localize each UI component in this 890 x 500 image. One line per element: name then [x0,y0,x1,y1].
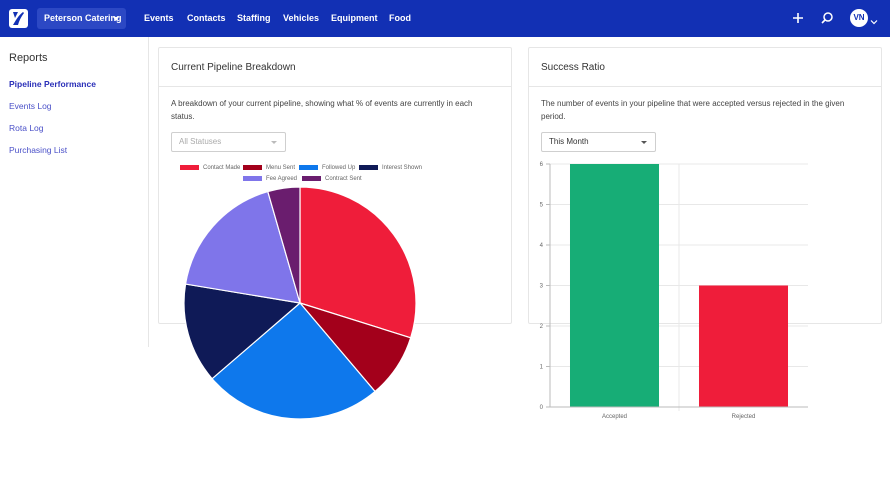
legend-item-fee-agreed[interactable]: Fee Agreed [243,176,297,184]
legend-item-contact-made[interactable]: Contact Made [180,165,240,173]
success-ratio-card-header: Success Ratio [529,48,881,87]
pie-slice-contract-sent[interactable] [267,186,301,304]
success-ratio-card-description: The number of events in your pipeline th… [541,99,845,121]
search-icon[interactable] [820,11,834,25]
y-tick-label: 4 [540,243,544,249]
plus-icon[interactable] [791,11,805,25]
company-name: Peterson Catering [44,13,122,23]
legend-swatch [302,176,321,181]
sidebar: Reports Pipeline Performance Events Log … [0,37,149,347]
legend-swatch [359,165,378,170]
legend-label: Interest Shown [382,165,423,171]
legend-swatch [243,165,262,170]
y-tick-label: 2 [540,324,544,330]
pipeline-card-description: A breakdown of your current pipeline, sh… [171,99,473,121]
company-switcher[interactable]: Peterson Catering [37,8,126,29]
status-filter-select[interactable]: All Statuses [171,132,286,152]
nav-vehicles[interactable]: Vehicles [283,13,320,23]
pipeline-card-title: Current Pipeline Breakdown [171,62,296,73]
y-tick-label: 1 [540,365,544,371]
sidebar-item-rota-log[interactable]: Rota Log [9,123,44,133]
pie-slice-interest-shown[interactable] [183,283,302,380]
legend-item-interest-shown[interactable]: Interest Shown [359,165,422,173]
y-tick-label: 0 [540,405,544,411]
y-tick-label: 6 [540,162,544,168]
bar-accepted[interactable] [569,164,660,407]
pie-slice-contact-made[interactable] [299,186,417,339]
x-tick-label: Rejected [732,414,756,420]
pipeline-card-header: Current Pipeline Breakdown [159,48,511,87]
legend-label: Contract Sent [325,176,362,182]
caret-down-icon [113,17,119,21]
sidebar-item-purchasing-list[interactable]: Purchasing List [9,145,68,155]
caret-down-icon [641,141,647,144]
legend-label: Contact Made [203,165,241,171]
success-ratio-bar-chart: 0 1 2 3 4 5 6 Accepted Rejected [540,162,808,420]
nav-contacts[interactable]: Contacts [187,13,226,23]
nav-equipment[interactable]: Equipment [331,13,378,23]
chevron-down-icon[interactable] [870,13,878,25]
legend-label: Fee Agreed [266,176,298,182]
nav-events[interactable]: Events [144,13,174,23]
y-tick-label: 3 [540,284,544,290]
avatar[interactable]: VN [850,9,868,27]
success-ratio-card-title: Success Ratio [541,62,605,73]
legend-swatch [299,165,318,170]
legend-swatch [180,165,199,170]
legend-item-followed-up[interactable]: Followed Up [299,165,355,173]
nav-food[interactable]: Food [389,13,411,23]
sidebar-item-events-log[interactable]: Events Log [9,101,52,111]
nav-staffing[interactable]: Staffing [237,13,271,23]
pie-slice-fee-agreed[interactable] [184,190,301,304]
period-select-value: This Month [549,137,589,146]
caret-down-icon [271,141,277,144]
legend-item-menu-sent[interactable]: Menu Sent [243,165,295,173]
top-navbar: Peterson Catering Events Contacts Staffi… [0,0,890,37]
legend-label: Menu Sent [266,165,296,171]
pie-slice-followed-up[interactable] [211,302,376,420]
sidebar-title: Reports [9,52,48,64]
y-tick-label: 5 [540,203,544,209]
sidebar-item-pipeline-performance[interactable]: Pipeline Performance [9,79,96,89]
logo-icon[interactable] [9,9,28,28]
x-tick-label: Accepted [602,414,627,420]
bar-rejected[interactable] [698,285,789,408]
pipeline-pie-chart [183,186,417,420]
legend-item-contract-sent[interactable]: Contract Sent [302,176,362,184]
legend-swatch [243,176,262,181]
period-select[interactable]: This Month [541,132,656,152]
legend-label: Followed Up [322,165,356,171]
status-filter-placeholder: All Statuses [179,137,222,146]
